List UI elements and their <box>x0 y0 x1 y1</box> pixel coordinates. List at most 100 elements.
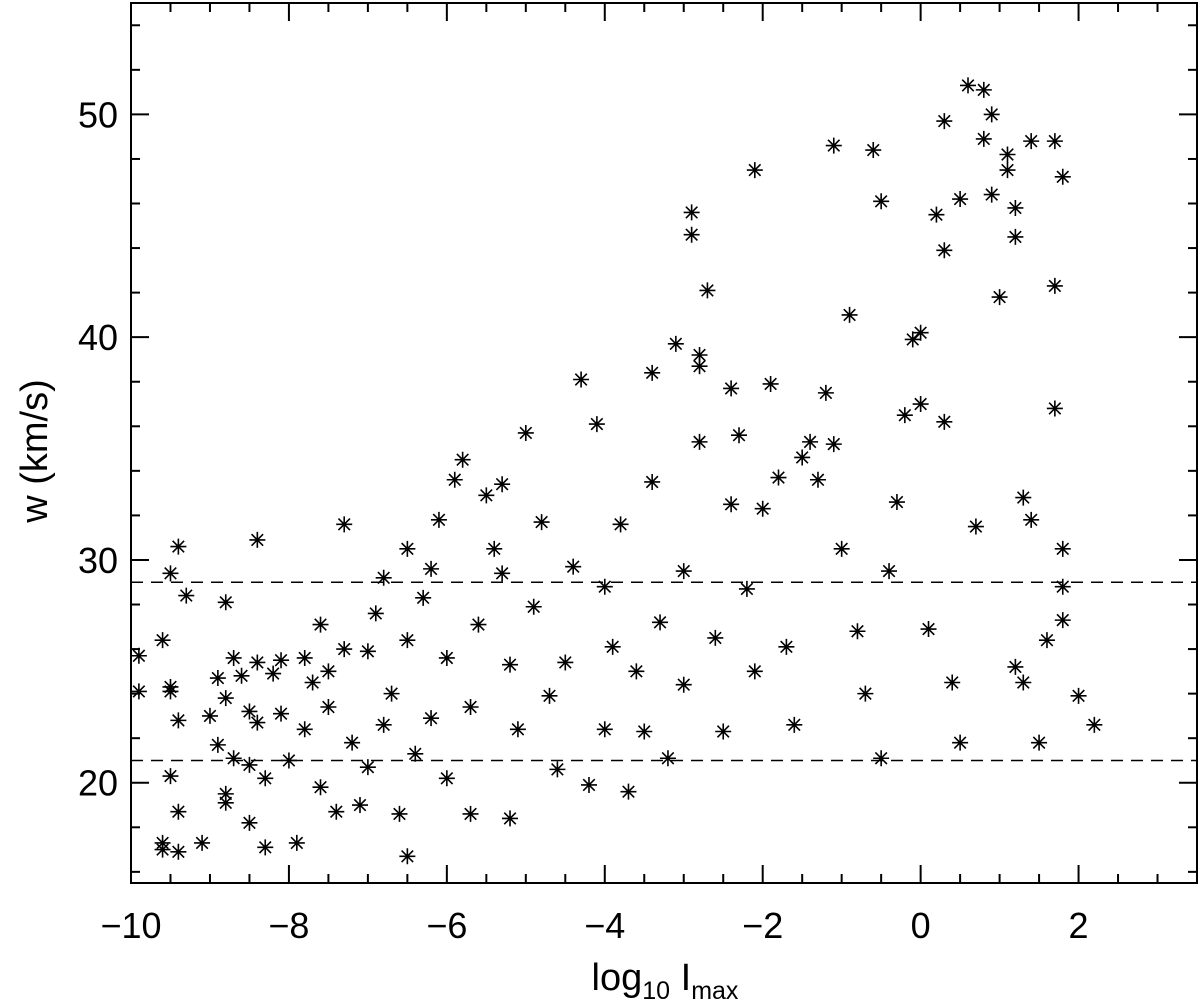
data-point <box>273 705 290 722</box>
data-point <box>628 663 645 680</box>
data-point <box>336 641 353 658</box>
data-point <box>391 805 408 822</box>
data-point <box>746 663 763 680</box>
data-point <box>265 665 282 682</box>
data-point <box>936 242 953 259</box>
data-point <box>873 193 890 210</box>
x-tick-label: −6 <box>426 905 467 946</box>
data-point <box>359 643 376 660</box>
data-point <box>430 511 447 528</box>
data-point <box>999 146 1016 163</box>
x-tick-label: −4 <box>584 905 625 946</box>
data-point <box>351 797 368 814</box>
data-point <box>817 384 834 401</box>
data-point <box>549 761 566 778</box>
data-point <box>312 779 329 796</box>
data-point <box>494 565 511 582</box>
data-point <box>746 162 763 179</box>
data-point <box>667 335 684 352</box>
y-tick-label: 40 <box>78 317 118 358</box>
data-point <box>975 130 992 147</box>
data-point <box>170 843 187 860</box>
data-point <box>1070 687 1087 704</box>
data-point <box>920 621 937 638</box>
data-point <box>1015 489 1032 506</box>
data-point <box>201 707 218 724</box>
data-point <box>659 750 676 767</box>
data-point <box>881 563 898 580</box>
data-point <box>486 540 503 557</box>
data-point <box>691 358 708 375</box>
data-point <box>304 674 321 691</box>
data-point <box>312 616 329 633</box>
data-point <box>225 750 242 767</box>
data-point <box>770 469 787 486</box>
data-point <box>683 204 700 221</box>
data-point <box>944 674 961 691</box>
data-point <box>399 848 416 865</box>
data-point <box>723 496 740 513</box>
data-point <box>825 436 842 453</box>
data-point <box>217 690 234 707</box>
data-point <box>1007 199 1024 216</box>
data-point <box>596 721 613 738</box>
data-point <box>723 380 740 397</box>
data-point <box>707 629 724 646</box>
data-point <box>1038 632 1055 649</box>
x-axis: −10 −8 −6 −4 −2 0 2 <box>100 3 1198 946</box>
data-point <box>675 563 692 580</box>
data-points <box>130 77 1103 865</box>
data-point <box>738 580 755 597</box>
data-point <box>399 632 416 649</box>
data-point <box>130 683 147 700</box>
data-point <box>999 162 1016 179</box>
data-point <box>375 569 392 586</box>
data-point <box>233 667 250 684</box>
data-point <box>786 716 803 733</box>
data-point <box>683 226 700 243</box>
data-point <box>833 540 850 557</box>
data-point <box>320 699 337 715</box>
data-point <box>336 516 353 533</box>
data-point <box>1031 734 1048 751</box>
data-point <box>249 654 266 671</box>
data-point <box>928 206 945 223</box>
data-point <box>1054 168 1071 185</box>
data-point <box>952 191 969 208</box>
data-point <box>809 471 826 488</box>
data-point <box>983 106 1000 123</box>
data-point <box>415 589 432 606</box>
data-point <box>517 424 534 441</box>
data-point <box>849 623 866 640</box>
data-point <box>154 841 171 858</box>
data-point <box>288 834 305 851</box>
data-point <box>533 514 550 531</box>
data-point <box>359 759 376 776</box>
data-point <box>280 752 297 769</box>
reference-lines <box>131 581 1197 762</box>
data-point <box>478 487 495 504</box>
data-point <box>991 289 1008 306</box>
data-point <box>644 364 661 381</box>
data-point <box>1046 133 1063 150</box>
data-point <box>778 638 795 655</box>
data-point <box>865 142 882 159</box>
data-point <box>888 494 905 511</box>
data-point <box>1023 511 1040 528</box>
data-point <box>675 676 692 693</box>
data-point <box>162 768 179 785</box>
data-point <box>470 616 487 633</box>
data-point <box>699 282 716 299</box>
x-tick-label: −10 <box>100 905 161 946</box>
data-point <box>446 471 463 488</box>
data-point <box>217 794 234 811</box>
data-point <box>983 186 1000 203</box>
data-point <box>644 473 661 490</box>
data-point <box>296 649 313 666</box>
data-point <box>375 716 392 733</box>
data-point <box>249 531 266 548</box>
data-point <box>841 306 858 323</box>
data-point <box>257 839 274 856</box>
data-point <box>438 649 455 666</box>
data-point <box>580 776 597 793</box>
